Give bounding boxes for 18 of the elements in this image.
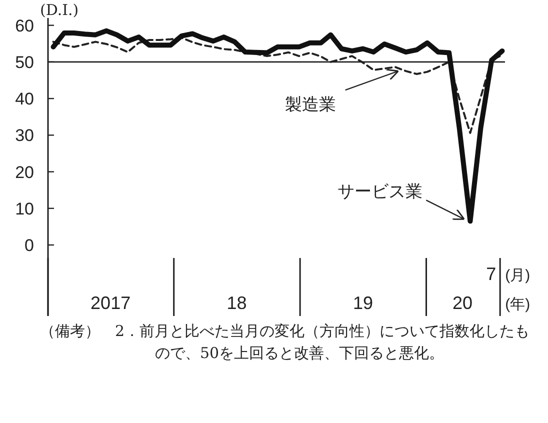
annotation: 製造業 [284,95,336,114]
y-tick-label: 30 [15,126,34,146]
x-tick-label: 18 [226,293,247,313]
y-tick-label: 20 [15,162,34,182]
text: (月) [505,267,530,284]
y-tick-label: 10 [15,199,34,218]
x-tick-label: 2017 [90,293,131,313]
y-tick-label: 60 [15,16,34,36]
y-tick-label: 50 [15,52,34,72]
x-axis-title: (年) [505,296,530,313]
y-tick-label: 0 [24,236,34,255]
text: （備考） 2．前月と比べた当月の変化（方向性）について指数化したもので、50を上回ると改善、下回ると悪化。 [40,321,531,364]
y-tick-label: 40 [15,90,34,109]
y-axis-title: (D.I.) [40,1,79,19]
annotation: 7 [486,264,496,284]
x-tick-label: 19 [352,293,373,313]
annotation: サービス業 [338,182,423,202]
x-tick-label: 20 [452,293,472,313]
